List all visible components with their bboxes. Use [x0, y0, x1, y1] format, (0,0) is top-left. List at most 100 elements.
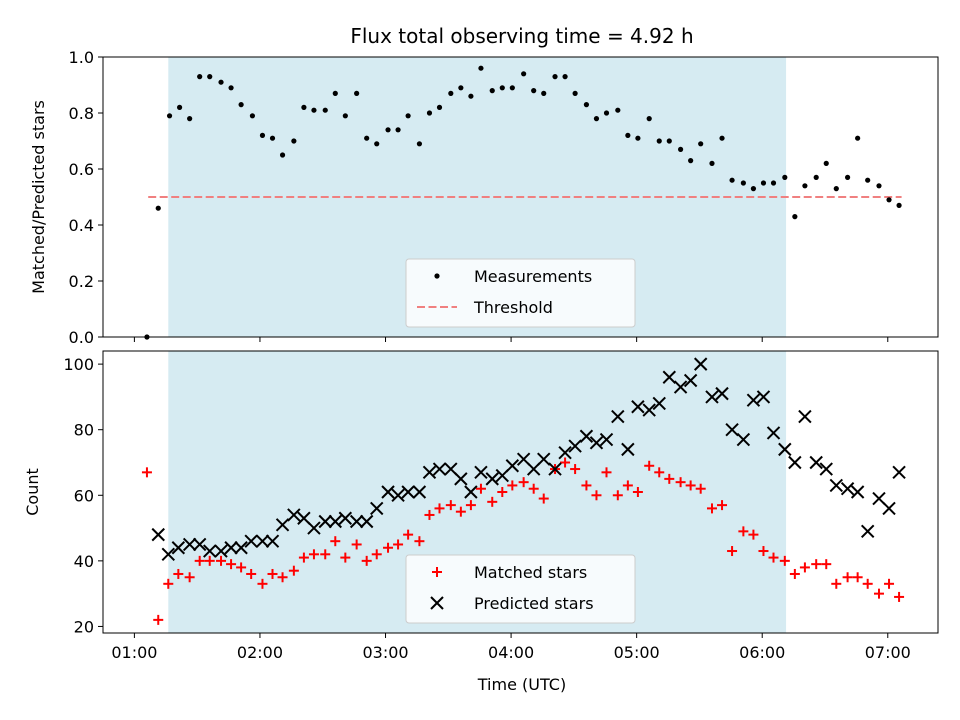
matched-star-point [403, 529, 414, 540]
count-y-axis: 20 40 60 80 100 [63, 355, 103, 636]
count-y-label: Count [23, 468, 42, 516]
predicted-star-point [265, 534, 280, 548]
count-legend: Matched stars Predicted stars [405, 554, 636, 624]
matched-star-point [236, 562, 247, 573]
measurement-point [792, 214, 798, 220]
matched-star-point [257, 578, 268, 589]
measurement-point [332, 90, 338, 96]
predicted-star-point [892, 465, 906, 480]
matched-star-point [591, 490, 602, 501]
measurement-point [468, 93, 474, 99]
predicted-star-point [652, 396, 666, 411]
ratio-x-ticks [133, 337, 889, 342]
count-y-tick-label: 60 [74, 486, 94, 505]
measurement-point [750, 186, 757, 192]
matched-star-point [153, 614, 164, 625]
predicted-star-point [203, 544, 217, 558]
predicted-star-point [746, 393, 761, 407]
measurement-point [218, 79, 224, 85]
matched-star-point [330, 536, 341, 547]
predicted-star-point [693, 357, 708, 371]
ratio-y-tick-label: 0.2 [69, 272, 94, 291]
measurement-point [593, 116, 600, 122]
predicted-star-point [454, 472, 468, 486]
matched-star-point [831, 578, 842, 589]
count-y-tick-label: 100 [63, 355, 94, 374]
matched-star-point [612, 490, 623, 501]
matched-star-point [601, 467, 612, 478]
predicted-star-point [840, 482, 855, 496]
ratio-y-tick-label: 0.0 [69, 328, 94, 347]
time-x-tick-label: 04:00 [488, 643, 534, 662]
time-x-tick-label: 03:00 [362, 643, 408, 662]
measurement-point [865, 177, 871, 183]
predicted-star-point [850, 485, 865, 499]
matched-star-point [141, 467, 152, 478]
measurement-point [760, 180, 767, 186]
predicted-star-point [662, 370, 677, 384]
matched-star-point [455, 506, 466, 517]
matched-star-point [695, 483, 706, 494]
matched-star-point [799, 562, 810, 573]
measurement-point [583, 102, 590, 108]
matched-star-point [842, 572, 853, 583]
matched-star-point [654, 467, 665, 478]
predicted-star-point [829, 478, 844, 493]
measurement-point [259, 132, 266, 138]
measurement-point [572, 90, 578, 96]
legend-measurements-marker [434, 273, 440, 279]
predicted-star-point [151, 527, 165, 542]
time-x-tick-label: 02:00 [237, 643, 283, 662]
predicted-star-point [275, 518, 290, 532]
predicted-star-point [464, 485, 478, 499]
matched-star-point [465, 500, 476, 511]
predicted-star-point [349, 514, 364, 529]
measurement-point [489, 88, 495, 94]
measurement-point [458, 85, 464, 91]
predicted-star-point [537, 452, 551, 466]
measurement-point [688, 158, 694, 164]
predicted-star-point [255, 534, 270, 548]
predicted-star-point [381, 485, 395, 499]
predicted-star-point [548, 462, 562, 476]
predicted-star-point [673, 380, 688, 394]
measurement-point [740, 180, 746, 186]
measurement-point [322, 107, 328, 113]
predicted-star-point [766, 426, 781, 440]
predicted-star-point [318, 514, 332, 529]
predicted-star-point [860, 524, 875, 539]
ratio-y-tick-label: 0.6 [69, 160, 94, 179]
matched-star-point [445, 500, 456, 511]
time-x-tick-label: 06:00 [739, 643, 785, 662]
measurement-point [155, 205, 161, 211]
predicted-star-point [359, 514, 374, 529]
chart-title: Flux total observing time = 4.92 h [350, 24, 693, 48]
predicted-star-point [756, 390, 771, 404]
matched-star-point [267, 568, 278, 579]
matched-star-point [194, 555, 205, 566]
measurement-point [416, 141, 423, 147]
matched-star-point [873, 588, 884, 599]
matched-star-point [497, 487, 508, 497]
count-legend-box [405, 554, 636, 624]
predicted-star-point [234, 541, 248, 555]
ratio-y-tick-label: 0.8 [69, 104, 94, 123]
measurement-point [354, 90, 360, 96]
ratio-legend-box [405, 258, 636, 328]
matched-star-point [351, 539, 362, 550]
matched-star-point [570, 464, 581, 475]
matched-star-point [664, 473, 675, 484]
predicted-star-point [579, 429, 594, 443]
predicted-star-point [683, 373, 698, 388]
matched-star-point [361, 555, 372, 566]
predicted-star-point [287, 508, 301, 522]
measurement-point [187, 116, 193, 122]
measurement-point [311, 107, 317, 113]
measurement-point [844, 174, 851, 180]
matched-star-point [789, 568, 800, 579]
predicted-star-point [182, 537, 197, 552]
predicted-star-point [882, 501, 896, 516]
matched-star-point [298, 552, 309, 563]
measurement-point [886, 197, 892, 203]
matched-star-point [560, 457, 571, 468]
